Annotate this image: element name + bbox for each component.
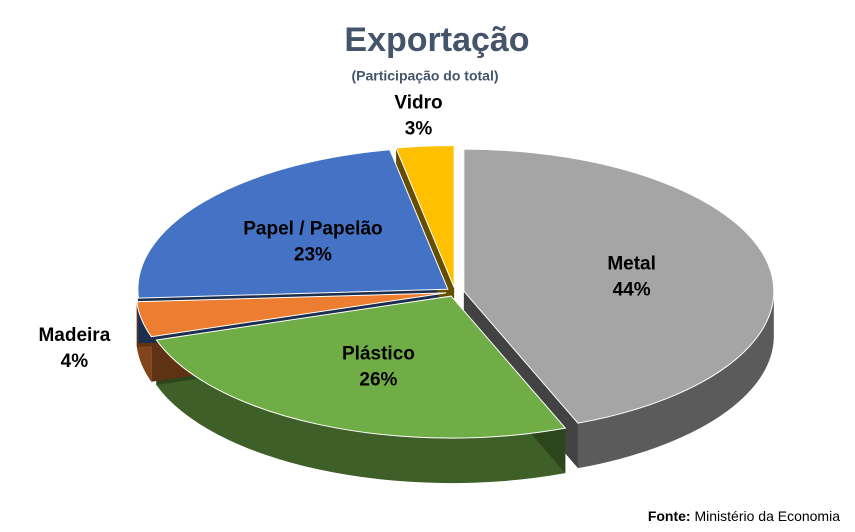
chart-title: Exportação [344, 21, 529, 59]
slice-label: Vidro [394, 92, 442, 113]
slice-label: Papel / Papelão [243, 219, 382, 240]
source: Ministério da Economia [694, 508, 840, 524]
slice-value-label: 26% [359, 370, 397, 391]
slice-tops [136, 145, 775, 439]
slice-side [577, 291, 774, 469]
slice-value-label: 23% [294, 245, 332, 266]
slice-label: Plástico [342, 344, 415, 365]
source-note: Fonte: Ministério da Economia [648, 508, 840, 524]
slice [137, 149, 449, 299]
slice-value-label: 3% [405, 118, 433, 139]
slice-value-label: 44% [613, 280, 651, 301]
slice-value-label: 4% [61, 351, 89, 372]
slice [155, 295, 567, 439]
slice-side [156, 339, 566, 484]
source-label: Fonte: [648, 508, 691, 524]
chart-subtitle: (Participação do total) [351, 68, 498, 84]
slice-label: Metal [607, 254, 656, 275]
slice [463, 148, 775, 424]
slice-label: Madeira [38, 325, 110, 346]
slice [136, 292, 447, 338]
pie [136, 145, 775, 484]
slice [395, 145, 455, 288]
